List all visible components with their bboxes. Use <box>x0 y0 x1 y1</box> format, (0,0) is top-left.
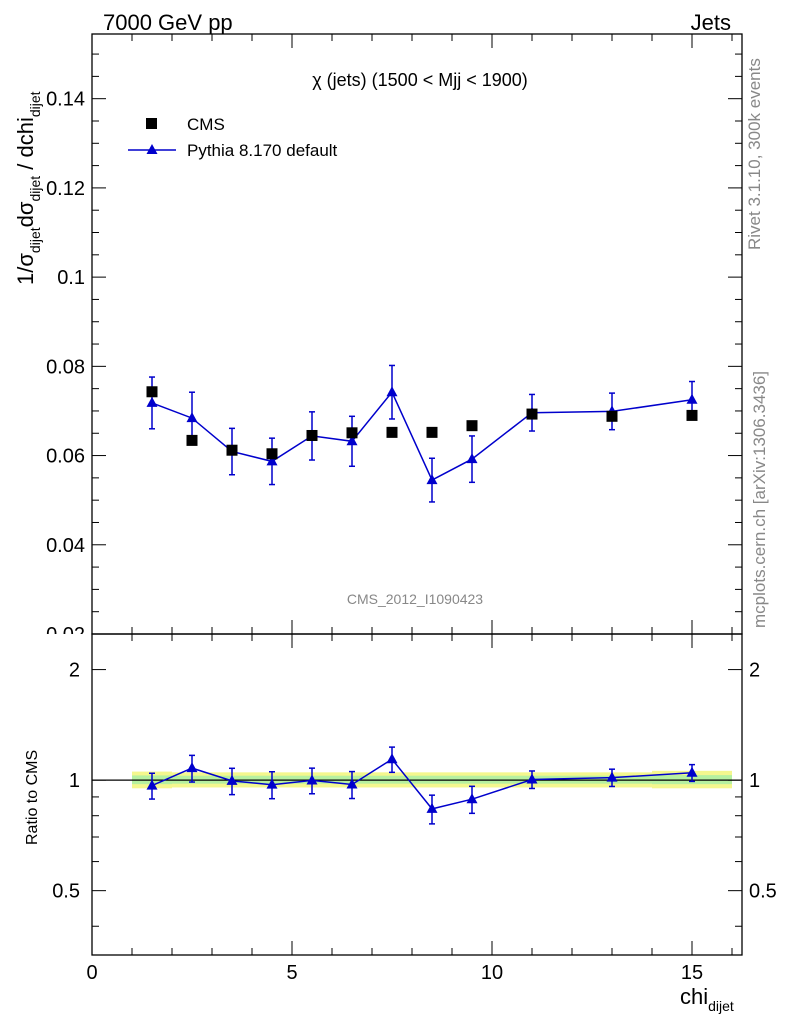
pythia-point <box>266 455 278 466</box>
ratio-y-tick-label: 1 <box>69 770 80 792</box>
ratio-pythia-point <box>266 778 278 789</box>
ratio-data-layer <box>146 746 698 825</box>
ratio-pythia-point <box>186 762 198 773</box>
ratio-y-tick-label: 2 <box>69 660 80 682</box>
ratio-pythia-point <box>686 766 698 777</box>
ratio-pythia-point <box>466 793 478 804</box>
cms-point <box>686 409 698 421</box>
ratio-pythia-point <box>606 771 618 782</box>
cms-point <box>186 434 198 446</box>
main-y-axis-title: 1/σdijetdσdijet / dchidijet <box>13 91 43 285</box>
pythia-point <box>346 435 358 446</box>
pythia-point <box>386 386 398 397</box>
cms-point <box>266 448 278 460</box>
x-tick-label: 5 <box>286 962 297 984</box>
main-panel: 0.02 0.04 0.06 0.08 0.1 0.12 0.14 χ (jets) (15… <box>13 33 743 646</box>
ylabel-part-main: 1/σ <box>13 253 38 285</box>
ratio-pythia-point <box>306 774 318 785</box>
ylabel-part-slash: / dchi <box>13 117 38 176</box>
legend-cms-marker <box>146 118 157 129</box>
rivet-label: Rivet 3.1.10, 300k events <box>745 58 764 250</box>
main-y-tick-label: 0.14 <box>46 89 85 111</box>
ratio-pythia-point <box>226 774 238 785</box>
main-y-tick-label: 0.02 <box>46 624 85 646</box>
pythia-point <box>146 396 158 407</box>
x-tick-label: 15 <box>681 962 703 984</box>
mcplots-label: mcplots.cern.ch [arXiv:1306.3436] <box>750 371 769 628</box>
ratio-x-tick-labels: 0 5 10 15 <box>86 962 703 984</box>
cms-point <box>146 386 158 398</box>
cms-point <box>426 426 438 438</box>
ratio-y-tick-label-right: 2 <box>749 660 760 682</box>
ratio-pythia-point <box>346 778 358 789</box>
legend-pythia-label: Pythia 8.170 default <box>187 141 338 160</box>
x-axis-title: chidijet <box>680 984 734 1014</box>
pythia-point <box>466 453 478 464</box>
pythia-line <box>151 390 693 482</box>
main-y-tick-labels: 0.02 0.04 0.06 0.08 0.1 0.12 0.14 <box>46 89 85 646</box>
ratio-y-tick-label-right: 1 <box>749 770 760 792</box>
cms-point <box>386 426 398 438</box>
ratio-pythia-line <box>151 758 693 810</box>
main-y-tick-label: 0.04 <box>46 535 85 557</box>
cms-point <box>226 444 238 456</box>
legend-pythia-marker <box>146 144 158 154</box>
ratio-band <box>92 770 742 789</box>
header-right-label: Jets <box>691 10 731 35</box>
cms-point <box>466 420 478 432</box>
main-ticks <box>91 34 742 635</box>
xlabel-part-main: chi <box>680 984 708 1009</box>
legend: CMS Pythia 8.170 default <box>128 115 338 160</box>
header-left-label: 7000 GeV pp <box>103 10 233 35</box>
ratio-y-tick-label-right: 0.5 <box>749 881 777 903</box>
xlabel-part-sub: dijet <box>708 998 734 1014</box>
ratio-ticks <box>91 634 742 955</box>
ratio-pythia-point <box>146 779 158 790</box>
x-tick-label: 10 <box>481 962 503 984</box>
cms-point <box>526 408 538 420</box>
main-title: χ (jets) (1500 < Mjj < 1900) <box>312 70 528 90</box>
ratio-y-tick-label: 0.5 <box>52 881 80 903</box>
main-y-tick-label: 0.1 <box>57 267 85 289</box>
ratio-y-tick-labels: 0.5 0.5 1 1 2 2 <box>52 660 777 903</box>
ratio-panel: 0.5 0.5 1 1 2 2 0 5 10 15 Ratio to CMS chidijet <box>24 633 777 1014</box>
ylabel-part-sub3: dijet <box>27 91 43 117</box>
ratio-pythia-point <box>526 773 538 784</box>
ratio-y-axis-title: Ratio to CMS <box>24 750 41 845</box>
cms-point <box>306 429 318 441</box>
ratio-pythia-point <box>386 753 398 764</box>
pythia-point <box>186 412 198 423</box>
main-data-layer <box>146 364 698 503</box>
main-y-tick-label: 0.12 <box>46 178 85 200</box>
ylabel-part-sub1: dijet <box>27 227 43 253</box>
cms-point <box>606 410 618 422</box>
ylabel-part-mid: dσ <box>13 201 38 227</box>
watermark: CMS_2012_I1090423 <box>347 591 483 607</box>
ratio-pythia-point <box>426 802 438 813</box>
legend-cms-label: CMS <box>187 115 225 134</box>
pythia-point <box>426 474 438 485</box>
main-y-tick-label: 0.08 <box>46 356 85 378</box>
cms-point <box>346 427 358 439</box>
x-tick-label: 0 <box>86 962 97 984</box>
main-y-tick-label: 0.06 <box>46 446 85 468</box>
ylabel-part-sub2: dijet <box>27 176 43 202</box>
pythia-point <box>686 393 698 404</box>
ratio-frame <box>91 633 743 956</box>
